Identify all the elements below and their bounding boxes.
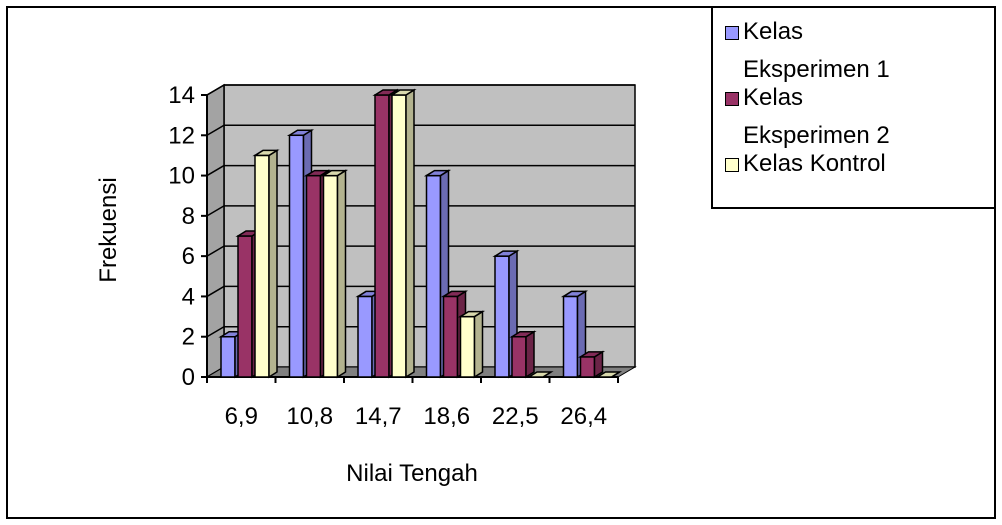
gridline-diagonal (206, 326, 225, 338)
bar-side (473, 310, 484, 379)
bar-side (405, 88, 415, 379)
bar-top (577, 351, 606, 358)
bar-kelas-eksperimen-2 (237, 235, 253, 378)
legend-label: Kelas Eksperimen 1 (743, 18, 890, 83)
x-tick-label: 26,4 (560, 403, 607, 430)
bar-top (423, 169, 452, 177)
bar-side (268, 149, 278, 379)
y-tick-label: 10 (168, 163, 195, 190)
bar-top (372, 89, 400, 96)
bar-top (594, 371, 623, 378)
bar-top (252, 149, 280, 157)
gridline-diagonal (206, 245, 225, 257)
legend-swatch (725, 158, 739, 172)
y-tick-label: 6 (182, 243, 195, 270)
bar-top (303, 169, 332, 177)
bar-kelas-eksperimen-1 (357, 295, 373, 378)
gridline-diagonal (206, 285, 225, 298)
bar-kelas-kontrol (459, 315, 476, 378)
bar-kelas-eksperimen-2 (374, 94, 390, 378)
legend-swatch (725, 26, 739, 40)
bar-top (509, 330, 537, 338)
y-tick-label: 8 (182, 203, 195, 230)
gridline-diagonal (206, 124, 225, 136)
y-axis-title: Frekuensi (95, 177, 122, 282)
legend: Kelas Eksperimen 1 Kelas Eksperimen 2 Kelas … (711, 6, 996, 209)
bar-kelas-eksperimen-1 (562, 295, 579, 378)
bar-kelas-kontrol (322, 174, 339, 378)
x-tick-label: 10,8 (286, 403, 333, 430)
y-tick-label: 14 (168, 82, 195, 109)
y-tick-label: 0 (182, 364, 195, 391)
bar-side (525, 330, 535, 379)
bar-top (286, 129, 315, 137)
gridline-diagonal (206, 164, 225, 177)
bar-side (336, 169, 347, 379)
bar-kelas-eksperimen-2 (579, 356, 596, 378)
bar-kelas-eksperimen-2 (305, 174, 322, 378)
y-tick-label: 4 (182, 283, 195, 310)
bar-top (526, 371, 554, 378)
x-axis-title: Nilai Tengah (346, 460, 478, 487)
bar-top (320, 169, 349, 177)
x-tick-label: 22,5 (492, 403, 539, 430)
bar-top (492, 250, 520, 257)
bar-kelas-eksperimen-1 (288, 134, 305, 378)
bar-top (440, 290, 469, 298)
bar-kelas-eksperimen-2 (511, 335, 527, 378)
gridline-diagonal (206, 84, 225, 96)
chart-side-wall (206, 83, 225, 379)
bar-kelas-kontrol (254, 154, 270, 378)
bar-kelas-eksperimen-1 (494, 255, 510, 378)
x-tick-label: 18,6 (423, 403, 470, 430)
bar-kelas-eksperimen-2 (442, 295, 459, 378)
x-tick-label: 14,7 (355, 403, 402, 430)
bar-kelas-eksperimen-1 (220, 335, 236, 378)
y-tick-label: 12 (168, 122, 195, 149)
legend-label: Kelas Eksperimen 2 (743, 84, 890, 149)
bar-top (389, 89, 417, 96)
bar-top (457, 310, 486, 318)
legend-label: Kelas Kontrol (743, 150, 886, 177)
y-tick-label: 2 (182, 324, 195, 351)
bar-kelas-eksperimen-1 (425, 174, 442, 378)
legend-swatch (725, 92, 739, 106)
bar-kelas-kontrol (391, 94, 407, 378)
gridline-diagonal (206, 205, 225, 217)
bar-top (560, 290, 589, 298)
x-tick-label: 6,9 (225, 403, 258, 430)
